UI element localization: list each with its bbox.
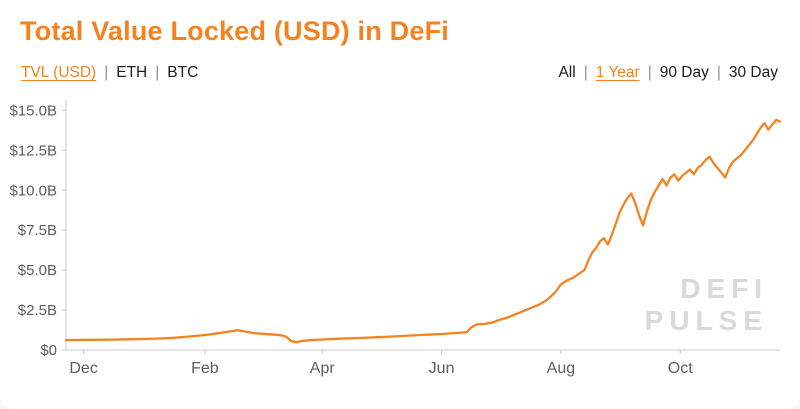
x-tick-label: Oct <box>668 360 693 377</box>
time-range-selector: All | 1 Year | 90 Day | 30 Day <box>558 64 778 82</box>
x-tick-label: Aug <box>547 360 575 377</box>
tvl-line <box>64 118 782 344</box>
chart-controls: TVL (USD) | ETH | BTC All | 1 Year | 90 … <box>0 47 800 82</box>
y-tick-label: $5.0B <box>18 262 57 279</box>
tab-btc[interactable]: BTC <box>167 64 199 81</box>
tab-eth[interactable]: ETH <box>116 64 148 81</box>
y-tick-label: $0 <box>40 342 57 359</box>
tab-tvl-usd[interactable]: TVL (USD) <box>21 64 97 81</box>
y-tick-label: $15.0B <box>9 102 57 119</box>
tvl-chart-svg[interactable]: $0 $2.5B $5.0B $7.5B $10.0B $12.5B $15.0B Dec Fe… <box>6 94 792 382</box>
separator: | <box>647 64 652 81</box>
chart-area: $0 $2.5B $5.0B $7.5B $10.0B $12.5B $15.0B Dec Fe… <box>0 94 800 387</box>
x-tick-label: Dec <box>69 360 97 377</box>
metric-tabs: TVL (USD) | ETH | BTC <box>21 64 198 82</box>
separator: | <box>716 64 721 81</box>
range-30-day[interactable]: 30 Day <box>728 64 778 81</box>
separator: | <box>104 64 109 81</box>
y-tick-label: $12.5B <box>9 142 57 159</box>
range-90-day[interactable]: 90 Day <box>659 64 709 81</box>
y-tick-label: $10.0B <box>9 182 57 199</box>
separator: | <box>583 64 588 81</box>
y-tick-label: $2.5B <box>18 302 57 319</box>
x-tick-label: Feb <box>191 360 219 377</box>
separator: | <box>155 64 160 81</box>
range-all[interactable]: All <box>558 64 576 81</box>
y-tick-label: $7.5B <box>18 222 57 239</box>
x-tick-label: Jun <box>429 360 455 377</box>
header: Total Value Locked (USD) in DeFi <box>0 0 800 47</box>
page-title: Total Value Locked (USD) in DeFi <box>20 16 449 46</box>
range-1-year[interactable]: 1 Year <box>595 64 640 81</box>
x-tick-label: Apr <box>310 360 336 377</box>
